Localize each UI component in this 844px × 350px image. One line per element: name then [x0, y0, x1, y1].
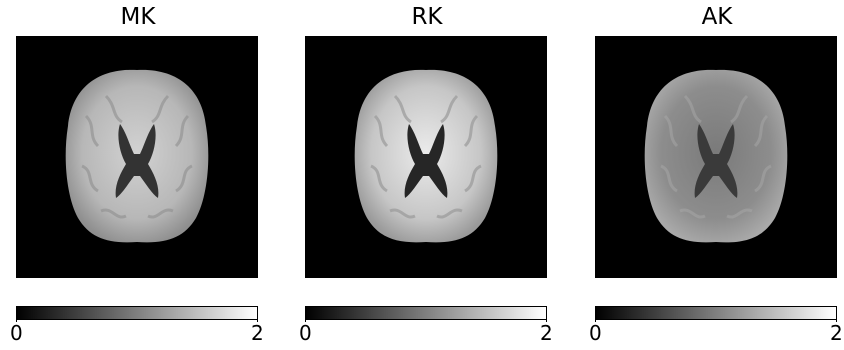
colorbar-max-label: 2 — [251, 321, 264, 345]
colorbar-min-label: 0 — [589, 321, 602, 345]
panel-rk: RK 0 2 — [299, 0, 553, 350]
gyri-pattern — [660, 94, 772, 219]
panel-ak: AK 0 2 — [589, 0, 843, 350]
colorbar — [305, 306, 547, 320]
lateral-ventricles — [694, 124, 738, 198]
gyri-pattern — [370, 94, 482, 219]
panel-mk: MK 0 2 — [10, 0, 264, 350]
brain-slice-svg — [354, 69, 498, 243]
brain-slice-svg — [644, 69, 788, 243]
colorbar-max-label: 2 — [540, 321, 553, 345]
colorbar-tick-min — [305, 318, 306, 322]
colorbar-tick-max — [836, 318, 837, 322]
lateral-ventricles — [115, 124, 159, 198]
colorbar-tick-min — [16, 318, 17, 322]
colorbar — [595, 306, 837, 320]
lateral-ventricles — [404, 124, 448, 198]
panel-title: AK — [701, 4, 733, 30]
brain-slice-image — [595, 36, 837, 278]
colorbar-tick-max — [546, 318, 547, 322]
colorbar-max-label: 2 — [830, 321, 843, 345]
colorbar-tick-min — [595, 318, 596, 322]
brain-slice-svg — [65, 69, 209, 243]
colorbar-min-label: 0 — [299, 321, 312, 345]
colorbar-min-label: 0 — [10, 321, 23, 345]
colorbar — [16, 306, 258, 320]
panel-title: RK — [411, 4, 443, 30]
colorbar-tick-max — [257, 318, 258, 322]
panel-title: MK — [120, 4, 156, 30]
brain-slice-image — [305, 36, 547, 278]
gyri-pattern — [81, 94, 193, 219]
brain-slice-image — [16, 36, 258, 278]
